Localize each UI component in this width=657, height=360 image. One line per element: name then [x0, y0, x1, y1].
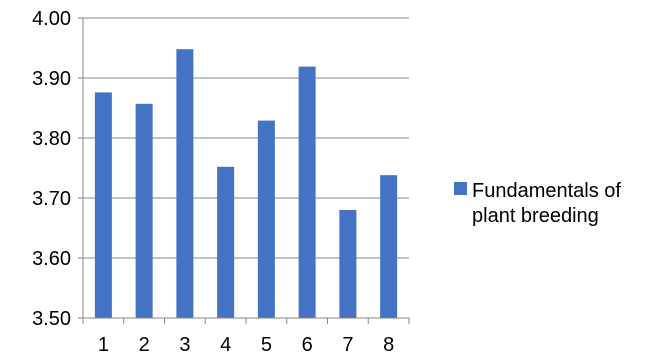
- bar-5: [257, 120, 275, 318]
- y-tick-label: 3.50: [32, 308, 71, 330]
- bar-4: [217, 166, 235, 318]
- gridlines: [83, 17, 409, 319]
- x-tick-label: 3: [179, 334, 190, 356]
- y-tick-label: 4.00: [32, 8, 71, 30]
- axes: [78, 17, 410, 324]
- bars: [94, 49, 398, 319]
- y-tick-label: 3.80: [32, 128, 71, 150]
- legend-swatch: [454, 182, 467, 195]
- x-tick-label: 8: [383, 334, 394, 356]
- bar-3: [176, 49, 194, 318]
- bar-2: [135, 103, 153, 318]
- x-tick-label: 5: [261, 334, 272, 356]
- x-tick-label: 1: [98, 334, 109, 356]
- x-tick-label: 7: [342, 334, 353, 356]
- y-tick-label: 3.90: [32, 68, 71, 90]
- legend: Fundamentals of plant breeding: [454, 180, 621, 227]
- bar-8: [380, 175, 398, 318]
- legend-label-line-2: plant breeding: [472, 205, 599, 227]
- bar-6: [298, 66, 316, 318]
- bar-7: [339, 210, 357, 318]
- x-tick-label: 4: [220, 334, 231, 356]
- bar-1: [94, 92, 112, 319]
- x-tick-label: 6: [302, 334, 313, 356]
- y-tick-label: 3.60: [32, 248, 71, 270]
- y-axis-tick-labels: 3.50 3.60 3.70 3.80 3.90 4.00: [32, 8, 71, 330]
- legend-label-line-1: Fundamentals of: [472, 180, 621, 202]
- x-tick-label: 2: [139, 334, 150, 356]
- x-axis-tick-labels: 1 2 3 4 5 6 7 8: [98, 334, 394, 356]
- y-tick-label: 3.70: [32, 188, 71, 210]
